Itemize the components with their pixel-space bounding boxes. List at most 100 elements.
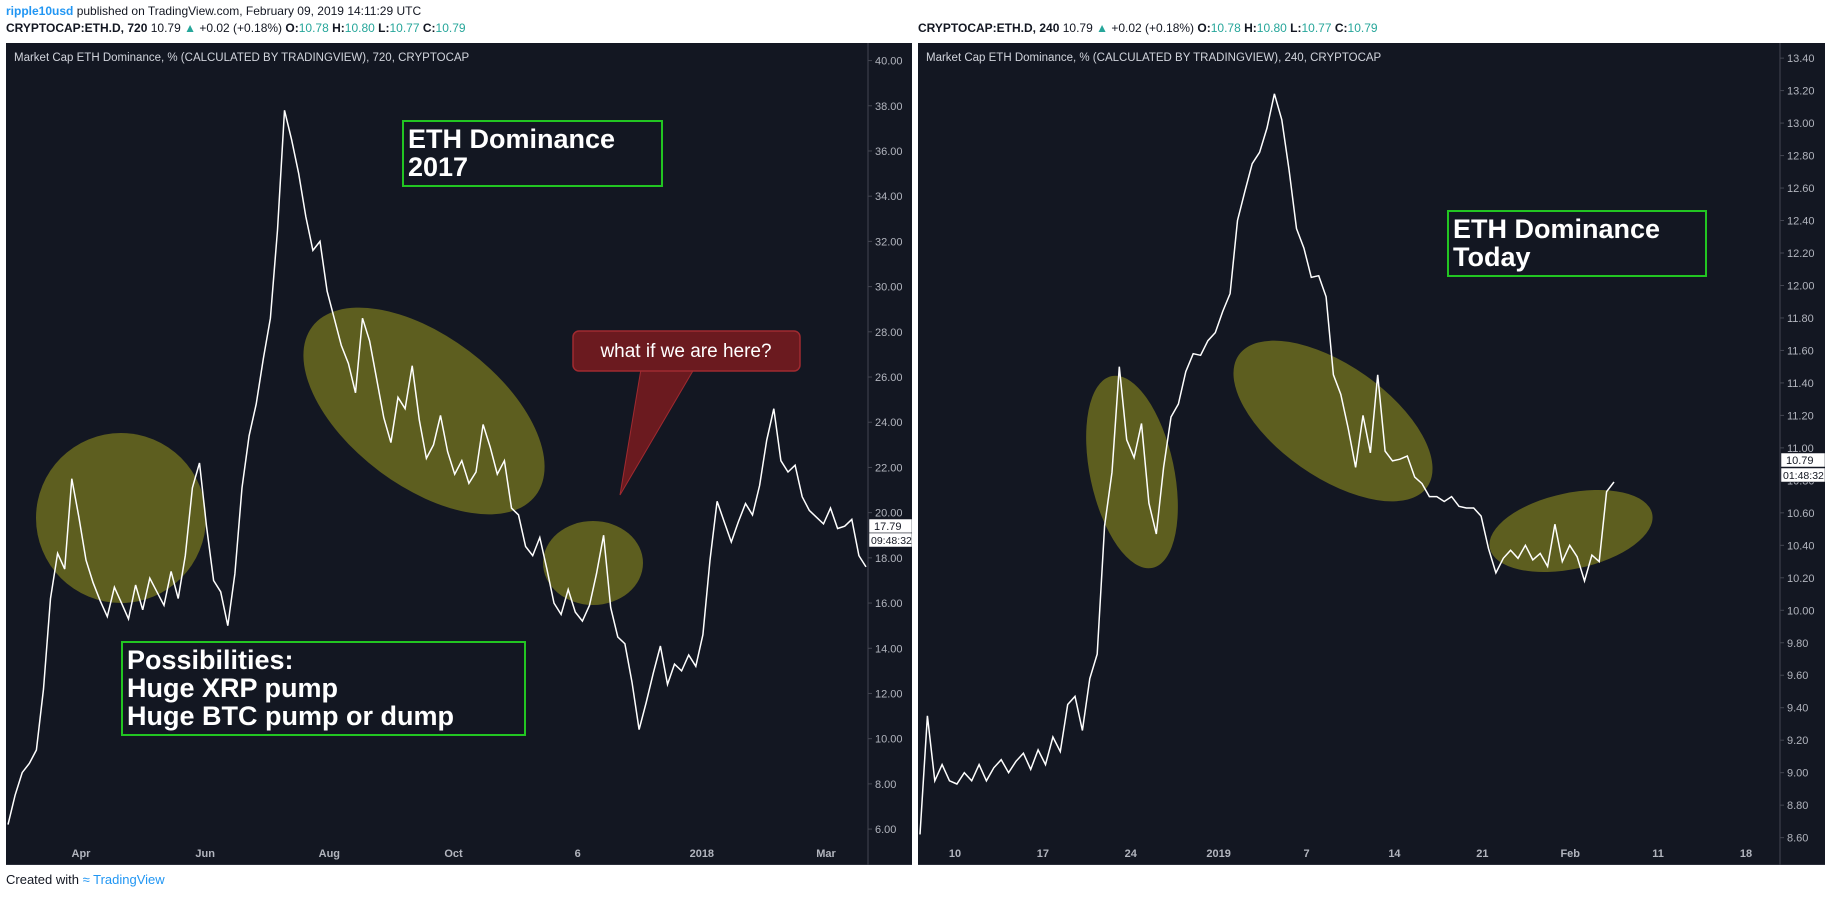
right-y-tick-label: 12.20 (1787, 248, 1815, 260)
left-y-tick-label: 24.00 (875, 417, 903, 429)
footer: Created with ≈ TradingView (6, 872, 165, 887)
title-box-today-line1: ETH Dominance (1453, 214, 1660, 244)
tradingview-logo-icon: ≈ (82, 872, 90, 887)
right-y-tick-label: 11.40 (1787, 378, 1814, 390)
up-triangle-icon: ▲ (1096, 21, 1108, 35)
left-x-tick-label: Aug (319, 848, 340, 860)
right-y-tick-label: 9.00 (1787, 768, 1808, 780)
right-x-tick-label: 14 (1388, 848, 1401, 860)
highlight-ellipse-decline (1233, 340, 1433, 502)
left-y-tick-label: 16.00 (875, 598, 903, 610)
right-last-price-bg (1780, 452, 1825, 468)
right-x-tick-label: 17 (1037, 848, 1049, 860)
left-y-tick-label: 8.00 (875, 779, 896, 791)
right-y-tick-label: 13.20 (1787, 86, 1815, 98)
left-highlight-ellipses (36, 307, 643, 605)
left-y-tick-label: 34.00 (875, 191, 903, 203)
left-symbol-legend: CRYPTOCAP:ETH.D, 720 10.79 ▲ +0.02 (+0.1… (6, 21, 466, 35)
right-low: 10.77 (1301, 21, 1332, 35)
left-chart-svg[interactable]: 40.00 38.00 36.00 34.00 32.00 30.00 28.00 26.00… (6, 43, 912, 865)
left-x-tick-label: Jun (195, 848, 215, 860)
publish-info: ripple10usd published on TradingView.com… (6, 4, 421, 18)
left-x-tick-label: Mar (816, 848, 836, 860)
left-y-tick-label: 28.00 (875, 327, 903, 339)
left-x-tick-label: 2018 (690, 848, 714, 860)
up-triangle-icon: ▲ (184, 21, 196, 35)
left-y-tick-label: 40.00 (875, 56, 903, 68)
right-y-tick-label: 13.00 (1787, 118, 1815, 130)
highlight-ellipse-here (543, 521, 643, 605)
right-y-tick-label: 12.00 (1787, 280, 1815, 292)
callout-text: what if we are here? (599, 341, 771, 362)
left-y-tick-label: 12.00 (875, 688, 903, 700)
left-y-tick-label: 26.00 (875, 372, 903, 384)
right-y-tick-label: 9.40 (1787, 703, 1808, 715)
right-y-tick-label: 12.40 (1787, 216, 1815, 228)
left-change: +0.02 (+0.18%) (199, 21, 283, 35)
left-open-label: O: (285, 21, 299, 35)
left-y-tick-label: 18.00 (875, 553, 903, 565)
right-x-tick-label: 2019 (1206, 848, 1230, 860)
highlight-ellipse-bottom (1489, 490, 1653, 572)
left-x-tick-label: Apr (72, 848, 92, 860)
right-y-tick-label: 8.60 (1787, 833, 1808, 845)
right-y-tick-label: 12.60 (1787, 183, 1815, 195)
left-series-line (7, 110, 867, 825)
right-x-tick-label: 11 (1652, 848, 1664, 860)
right-x-tick-label: 21 (1476, 848, 1488, 860)
left-x-tick-label: 6 (575, 848, 581, 860)
left-open: 10.78 (298, 21, 329, 35)
highlight-ellipse-downtrend (303, 307, 545, 515)
callout-box (572, 330, 801, 372)
right-y-tick-label: 10.60 (1787, 508, 1815, 520)
callout-pointer (619, 368, 695, 496)
left-last-price: 10.79 (150, 21, 181, 35)
possibilities-line2: Huge XRP pump (127, 673, 338, 703)
right-change: +0.02 (+0.18%) (1111, 21, 1195, 35)
right-y-tick-label: 13.40 (1787, 53, 1815, 65)
left-y-axis: 40.00 38.00 36.00 34.00 32.00 30.00 28.00 26.00… (868, 56, 903, 836)
right-y-tick-label: 10.20 (1787, 573, 1815, 585)
author-name[interactable]: ripple10usd (6, 4, 74, 18)
right-x-tick-label: 18 (1740, 848, 1752, 860)
right-y-tick-label: 10.00 (1787, 605, 1815, 617)
right-last-price-text: 10.79 (1786, 455, 1814, 467)
created-with-text: Created with (6, 872, 79, 887)
title-box-2017-line2: 2017 (408, 152, 468, 182)
tradingview-link[interactable]: TradingView (93, 872, 165, 887)
left-close: 10.79 (435, 21, 466, 35)
title-box-today: ETH Dominance Today (1447, 210, 1707, 277)
right-x-axis: 10 17 24 2019 7 14 21 Feb 11 18 (949, 848, 1752, 860)
right-symbol-name: CRYPTOCAP:ETH.D, 240 (918, 21, 1060, 35)
right-chart-pane[interactable]: Market Cap ETH Dominance, % (CALCULATED … (918, 43, 1825, 865)
right-last-price: 10.79 (1062, 21, 1093, 35)
right-countdown-bg (1780, 467, 1825, 483)
highlight-ellipse-early (36, 433, 206, 603)
right-last-price-tag: 10.79 01:48:32 (1780, 452, 1825, 483)
right-y-tick-label: 8.80 (1787, 800, 1808, 812)
left-high: 10.80 (344, 21, 375, 35)
left-chart-title: Market Cap ETH Dominance, % (CALCULATED … (14, 52, 470, 64)
left-y-tick-label: 10.00 (875, 734, 903, 746)
right-chart-svg[interactable]: 13.40 13.20 13.00 12.80 12.60 12.40 12.20 12.00… (918, 43, 1825, 865)
left-countdown-text: 09:48:32 (871, 535, 912, 547)
right-open-label: O: (1197, 21, 1211, 35)
left-y-tick-label: 38.00 (875, 101, 903, 113)
left-x-axis: Apr Jun Aug Oct 6 2018 Mar (72, 848, 837, 860)
left-y-tick-label: 14.00 (875, 643, 903, 655)
title-box-2017-line1: ETH Dominance (408, 124, 615, 154)
left-y-tick-label: 36.00 (875, 146, 903, 158)
left-x-tick-label: Oct (444, 848, 463, 860)
callout-what-if: what if we are here? (572, 330, 801, 496)
left-low-label: L: (378, 21, 390, 35)
left-high-label: H: (332, 21, 345, 35)
left-y-tick-label: 6.00 (875, 824, 896, 836)
left-low: 10.77 (389, 21, 420, 35)
right-y-tick-label: 11.20 (1787, 410, 1814, 422)
right-countdown-text: 01:48:32 (1783, 470, 1824, 482)
right-symbol-legend: CRYPTOCAP:ETH.D, 240 10.79 ▲ +0.02 (+0.1… (918, 21, 1378, 35)
left-chart-pane[interactable]: Market Cap ETH Dominance, % (CALCULATED … (6, 43, 912, 865)
title-box-2017-frame (402, 120, 663, 187)
highlight-ellipse-rise (1086, 375, 1178, 569)
title-box-today-line2: Today (1453, 242, 1531, 272)
